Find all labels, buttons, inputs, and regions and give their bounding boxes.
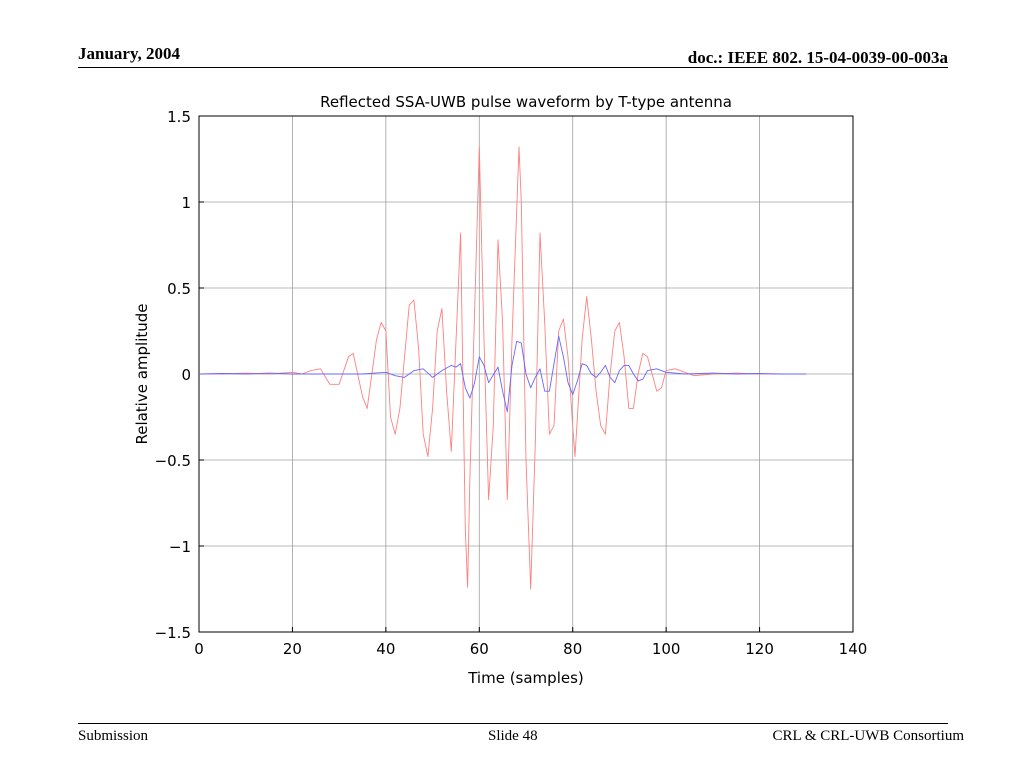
x-tick-label: 140 bbox=[839, 640, 868, 658]
series-line-2 bbox=[198, 335, 807, 413]
x-tick-label: 40 bbox=[376, 640, 395, 658]
x-tick-label: 60 bbox=[470, 640, 489, 658]
series-line-1 bbox=[199, 146, 807, 590]
y-tick-label: 1.5 bbox=[167, 108, 191, 126]
header-doc-id: doc.: IEEE 802. 15-04-0039-00-003a bbox=[687, 48, 948, 67]
header-rule bbox=[78, 67, 948, 68]
footer-rule bbox=[78, 723, 948, 724]
y-tick-label: −1.5 bbox=[155, 624, 191, 642]
y-tick-labels: −1.5 −1 −0.5 0 0.5 1 1.5 bbox=[155, 108, 191, 642]
series-lines bbox=[198, 146, 807, 590]
y-tick-label: 0 bbox=[181, 366, 191, 384]
footer-submission: Submission bbox=[78, 728, 149, 744]
x-axis-label: Time (samples) bbox=[467, 669, 584, 687]
chart-title: Reflected SSA-UWB pulse waveform by T-ty… bbox=[320, 93, 732, 111]
y-tick-label: −1 bbox=[169, 538, 191, 556]
footer-slide-number: Slide 48 bbox=[488, 728, 538, 744]
x-tick-label: 20 bbox=[283, 640, 302, 658]
y-tick-label: 1 bbox=[181, 194, 191, 212]
x-tick-label: 100 bbox=[652, 640, 681, 658]
x-tick-label: 80 bbox=[563, 640, 582, 658]
y-axis-label: Relative amplitude bbox=[133, 303, 151, 444]
y-tick-label: −0.5 bbox=[155, 452, 191, 470]
x-tick-label: 120 bbox=[745, 640, 774, 658]
header-date: January, 2004 bbox=[78, 44, 181, 63]
y-tick-label: 0.5 bbox=[167, 280, 191, 298]
x-tick-labels: 0 20 40 60 80 100 120 140 bbox=[194, 640, 867, 658]
waveform-chart: Reflected SSA-UWB pulse waveform by T-ty… bbox=[133, 93, 867, 687]
footer-organization: CRL & CRL-UWB Consortium bbox=[772, 728, 964, 744]
x-tick-label: 0 bbox=[194, 640, 204, 658]
